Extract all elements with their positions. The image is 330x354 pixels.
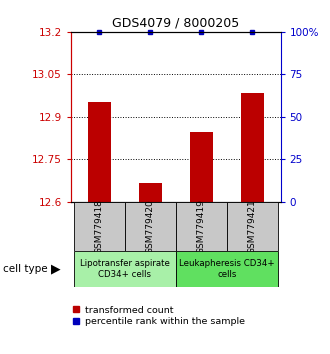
Bar <box>190 132 213 202</box>
Bar <box>227 202 278 251</box>
Bar <box>176 251 278 287</box>
Title: GDS4079 / 8000205: GDS4079 / 8000205 <box>112 16 239 29</box>
Text: Leukapheresis CD34+
cells: Leukapheresis CD34+ cells <box>179 259 275 279</box>
Text: GSM779418: GSM779418 <box>95 199 104 254</box>
Text: Lipotransfer aspirate
CD34+ cells: Lipotransfer aspirate CD34+ cells <box>80 259 170 279</box>
Text: GSM779420: GSM779420 <box>146 199 155 254</box>
Bar <box>241 93 264 202</box>
Bar <box>139 183 162 202</box>
Legend: transformed count, percentile rank within the sample: transformed count, percentile rank withi… <box>72 306 245 326</box>
Bar <box>74 202 125 251</box>
Text: GSM779421: GSM779421 <box>248 199 257 254</box>
Bar <box>125 202 176 251</box>
Text: GSM779419: GSM779419 <box>197 199 206 254</box>
Bar <box>87 102 111 202</box>
Bar <box>176 202 227 251</box>
Bar <box>74 251 176 287</box>
Text: ▶: ▶ <box>51 263 61 275</box>
Text: cell type: cell type <box>3 264 48 274</box>
